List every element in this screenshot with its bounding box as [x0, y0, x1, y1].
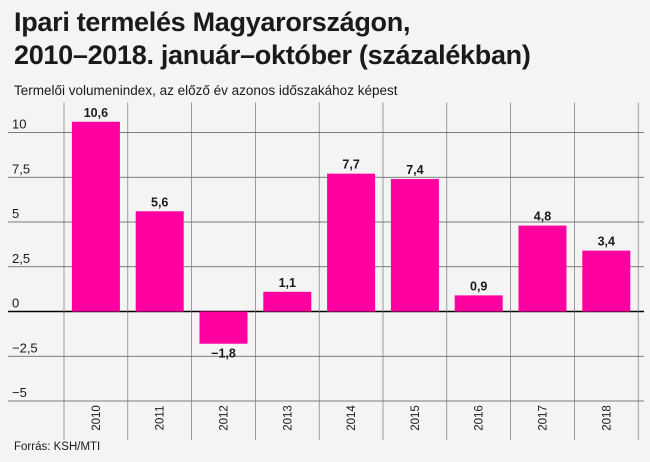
- data-label-2010: 10,6: [84, 106, 108, 120]
- chart-title-line-1: Ipari termelés Magyarországon,: [14, 7, 411, 37]
- data-label-2013: 1,1: [279, 276, 296, 290]
- x-tick-label-2012: 2012: [219, 405, 231, 431]
- bar-2016: [454, 295, 503, 312]
- data-label-2012: −1,8: [211, 347, 236, 361]
- data-label-2016: 0,9: [470, 279, 487, 293]
- chart-subtitle: Termelői volumenindex, az előző év azono…: [14, 83, 398, 98]
- data-label-2017: 4,8: [534, 210, 551, 224]
- data-label-2011: 5,6: [151, 195, 168, 209]
- source-note: Forrás: KSH/MTI: [14, 441, 101, 453]
- x-tick-label-2014: 2014: [346, 405, 358, 431]
- x-tick-label-2011: 2011: [155, 406, 167, 431]
- x-axis-category-labels: 2010 2011 2012 2013 2014 2015 2016 2017 2018: [91, 405, 613, 431]
- data-label-2018: 3,4: [598, 235, 615, 249]
- bars: [71, 121, 631, 344]
- bar-2015: [390, 179, 439, 312]
- data-labels: 10,6 5,6 −1,8 1,1 7,7 7,4 0,9 4,8 3,4: [84, 106, 615, 361]
- y-tick-label: 0: [12, 296, 19, 311]
- x-tick-label-2018: 2018: [601, 405, 613, 431]
- data-label-2014: 7,7: [342, 158, 359, 172]
- x-tick-label-2016: 2016: [474, 405, 486, 431]
- bar-2012: [199, 311, 248, 344]
- x-tick-label-2015: 2015: [410, 405, 422, 431]
- x-tick-label-2010: 2010: [91, 405, 103, 431]
- bar-2011: [135, 211, 184, 312]
- data-label-2015: 7,4: [406, 163, 423, 177]
- y-tick-label: 5: [12, 206, 19, 221]
- y-axis-tick-labels: 10 7,5 5 2,5 0 −2,5 −5: [12, 117, 38, 401]
- x-tick-label-2017: 2017: [538, 405, 550, 431]
- y-tick-label: 2,5: [12, 251, 30, 266]
- chart-title: Ipari termelés Magyarországon, 2010–2018…: [14, 6, 644, 72]
- bar-2010: [71, 121, 120, 312]
- bar-2014: [327, 173, 376, 312]
- y-tick-label: −2,5: [12, 340, 38, 355]
- y-tick-label: 7,5: [12, 161, 30, 176]
- y-tick-label: 10: [12, 117, 26, 132]
- y-tick-label: −5: [12, 385, 27, 400]
- chart-title-line-2: 2010–2018. január–október (százalékban): [14, 40, 531, 70]
- x-tick-label-2013: 2013: [282, 405, 294, 431]
- bar-2018: [582, 250, 631, 312]
- bar-2017: [518, 225, 567, 312]
- bar-2013: [263, 291, 312, 312]
